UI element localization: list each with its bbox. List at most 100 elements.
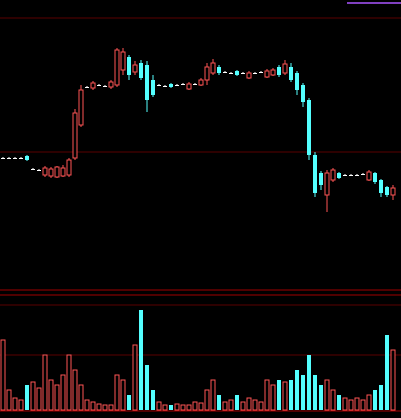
volume-bar xyxy=(84,399,90,411)
volume-bar xyxy=(18,399,24,411)
candle-body xyxy=(366,171,372,181)
volume-bar xyxy=(42,354,48,411)
volume-bar xyxy=(270,384,276,411)
volume-bar xyxy=(25,385,29,410)
candle-body xyxy=(145,65,149,100)
volume-bar xyxy=(235,395,239,410)
volume-bar xyxy=(282,381,288,411)
volume-bar xyxy=(174,403,180,411)
candle-body xyxy=(1,158,5,159)
candle-body xyxy=(330,169,336,181)
volume-bar xyxy=(169,405,173,410)
candle-body xyxy=(103,86,107,87)
volume-bar xyxy=(246,397,252,411)
candle-body xyxy=(85,87,89,88)
volume-bar xyxy=(330,389,336,411)
volume-bar xyxy=(337,395,341,410)
candle-body xyxy=(217,67,221,73)
volume-bar xyxy=(192,401,198,411)
candle-body xyxy=(7,158,11,159)
candle-body xyxy=(139,63,143,78)
volume-bar xyxy=(373,390,377,410)
candle-body xyxy=(42,167,48,176)
candle-body xyxy=(390,187,396,196)
volume-bar xyxy=(360,399,366,411)
candle-body xyxy=(253,73,257,74)
volume-bar xyxy=(114,374,120,411)
volume-bar xyxy=(319,385,323,410)
volume-bar xyxy=(277,380,281,410)
candle-body xyxy=(198,79,204,86)
candle-body xyxy=(295,73,299,90)
volume-bar xyxy=(204,389,210,411)
candle-body xyxy=(181,84,185,85)
candle-body xyxy=(25,156,29,160)
candle-body xyxy=(48,168,54,177)
volume-bar xyxy=(139,310,143,410)
candle-body xyxy=(301,85,305,102)
candle-body xyxy=(132,64,138,73)
volume-bar xyxy=(180,404,186,411)
candle-body xyxy=(19,158,23,159)
candle-body xyxy=(210,62,216,74)
candle-body xyxy=(78,89,84,126)
candle-body xyxy=(313,155,317,193)
candle-body xyxy=(90,82,96,89)
volume-bar xyxy=(385,335,389,410)
volume-bar xyxy=(198,402,204,411)
volume-bar xyxy=(228,399,234,411)
candle-body xyxy=(324,172,330,196)
volume-bar xyxy=(66,354,72,411)
volume-bar xyxy=(210,379,216,411)
candle-body xyxy=(282,63,288,74)
volume-bar xyxy=(120,379,126,411)
candle-body xyxy=(355,175,359,176)
candle-body xyxy=(120,51,126,71)
candle-body xyxy=(373,173,377,182)
volume-bar xyxy=(264,379,270,411)
volume-bar xyxy=(295,370,299,410)
volume-bar xyxy=(90,401,96,411)
candle-body xyxy=(361,174,365,175)
volume-bar xyxy=(156,401,162,411)
candle-body xyxy=(307,100,311,155)
volume-bar xyxy=(379,385,383,410)
candle-body xyxy=(13,158,17,159)
candle-body xyxy=(343,175,347,176)
candle-body xyxy=(204,66,210,81)
candle-body xyxy=(229,73,233,74)
candle-body xyxy=(127,57,131,75)
candle-body xyxy=(337,173,341,178)
candle-body xyxy=(235,71,239,75)
volume-bar xyxy=(289,380,293,410)
volume-bar xyxy=(258,401,264,411)
volume-bar xyxy=(162,404,168,411)
volume-bar xyxy=(108,404,114,411)
volume-bar xyxy=(354,397,360,411)
candle-body xyxy=(31,169,35,170)
candle-body xyxy=(259,72,263,73)
volume-bar xyxy=(324,379,330,411)
volume-bar xyxy=(151,390,155,410)
volume-bar xyxy=(127,395,131,410)
candle-body xyxy=(163,86,167,87)
candle-body xyxy=(54,166,60,178)
candle-body xyxy=(349,175,353,176)
volume-bar xyxy=(60,374,66,411)
candle-body xyxy=(169,84,173,87)
volume-bar xyxy=(102,404,108,411)
candle-body xyxy=(186,83,192,90)
volume-bar xyxy=(307,355,311,410)
candle-body xyxy=(175,85,179,86)
candle-body xyxy=(97,85,101,86)
candle-body xyxy=(151,80,155,95)
volume-bar xyxy=(78,384,84,411)
candle-body xyxy=(379,180,383,193)
volume-bar xyxy=(186,404,192,411)
candle-body xyxy=(108,81,114,88)
volume-bar xyxy=(12,397,18,411)
candle-body xyxy=(385,187,389,195)
volume-bar xyxy=(348,399,354,411)
